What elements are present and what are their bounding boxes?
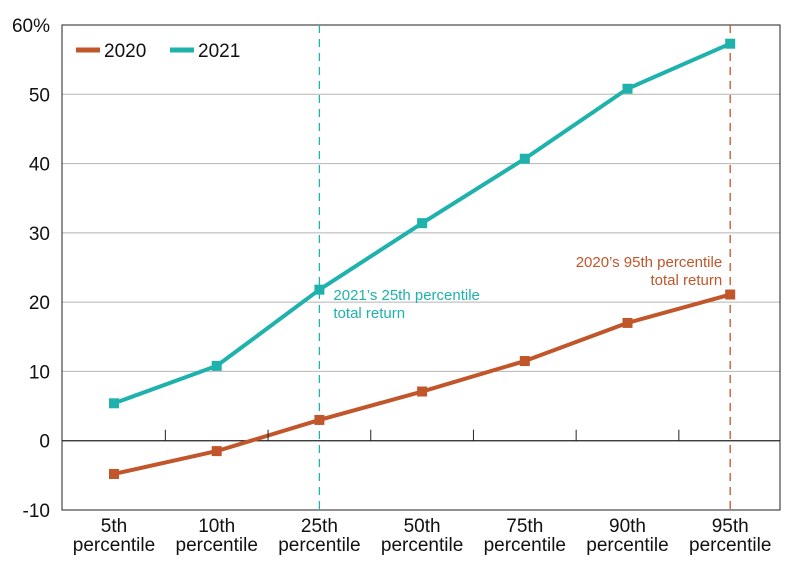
- data-point-2021: [417, 218, 428, 229]
- data-point-2020: [725, 289, 736, 300]
- y-tick-label: -10: [23, 501, 50, 522]
- data-point-2021: [519, 153, 530, 164]
- x-tick-label: 95th percentile: [689, 516, 771, 556]
- y-tick-label: 10: [29, 362, 50, 383]
- data-point-2021: [314, 284, 325, 295]
- legend-label-2020: 2020: [104, 41, 146, 62]
- y-tick-label: 60%: [12, 16, 50, 37]
- plot-frame: [61, 24, 781, 511]
- series-line-2020: [113, 292, 731, 476]
- data-point-2021: [109, 398, 119, 409]
- gridlines: [62, 93, 780, 442]
- x-tick-label: 90th percentile: [586, 516, 668, 556]
- y-axis-ticks: 60% 50 40 30 20 10 0 -10: [12, 16, 50, 522]
- data-point-2021: [622, 83, 633, 94]
- annotation-2021-25th: 2021’s 25th percentile total return: [333, 287, 480, 322]
- reference-lines: [318, 25, 731, 510]
- data-point-2021: [211, 360, 222, 371]
- x-tick-label: 50th percentile: [381, 516, 463, 556]
- data-point-2020: [622, 317, 633, 328]
- x-axis-ticks: 5th percentile 10th percentile 25th percentil…: [73, 429, 771, 556]
- x-tick-label: 5th percentile: [73, 516, 155, 556]
- annotations: 2021’s 25th percentile total return 2020’s…: [333, 254, 722, 322]
- data-point-2020: [211, 446, 222, 457]
- y-tick-label: 40: [29, 155, 50, 176]
- x-tick-label: 10th percentile: [176, 516, 258, 556]
- annotation-2020-95th: 2020’s 95th percentile total return: [576, 254, 723, 289]
- data-point-2020: [109, 468, 119, 479]
- data-point-2020: [417, 386, 428, 397]
- legend-label-2021: 2021: [198, 41, 240, 62]
- data-point-2020: [519, 356, 530, 367]
- legend: 2020 2021: [76, 41, 240, 62]
- y-tick-label: 30: [29, 224, 50, 245]
- data-point-2020: [314, 414, 325, 425]
- data-point-2021: [725, 38, 736, 49]
- y-tick-label: 20: [29, 293, 50, 314]
- x-tick-label: 25th percentile: [278, 516, 360, 556]
- series-lines: [109, 38, 736, 479]
- x-tick-label: 75th percentile: [484, 516, 566, 556]
- y-tick-label: 50: [29, 85, 50, 106]
- y-tick-label: 0: [39, 432, 50, 453]
